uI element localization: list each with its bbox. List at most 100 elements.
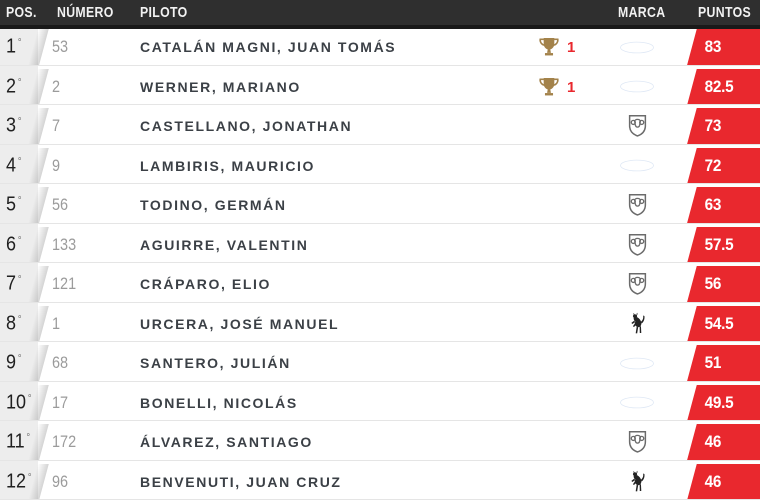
column-header-marca: MARCA (618, 3, 666, 21)
ford-logo-icon: Ford (618, 40, 656, 54)
table-row[interactable]: 10 ° 17 BONELLI, NICOLÁS Ford (0, 384, 760, 425)
car-number: 7 (52, 116, 61, 135)
position-number: 4 (6, 154, 17, 176)
svg-text:Ford: Ford (629, 359, 645, 368)
degree-sign: ° (17, 274, 22, 286)
table-row[interactable]: 5 ° 56 TODINO, GERMÁN 63 (0, 187, 760, 227)
svg-text:Ford: Ford (629, 43, 645, 52)
position-cell: 7 ° (6, 273, 21, 296)
position-cell: 9 ° (6, 352, 21, 375)
driver-name: TODINO, GERMÁN (140, 197, 287, 213)
table-row[interactable]: 11 ° 172 ÁLVAREZ, SANTIAGO 46 (0, 424, 760, 464)
table-row[interactable]: 9 ° 68 SANTERO, JULIÁN Ford (0, 345, 760, 385)
position-cell: 10 ° (6, 391, 31, 414)
points-value: 57.5 (704, 234, 734, 254)
degree-sign: ° (17, 353, 22, 365)
position-cell: 3 ° (6, 115, 21, 138)
position-cell: 1 ° (6, 36, 21, 59)
table-header: POS. NÚMERO PILOTO MARCA PUNTOS (0, 0, 760, 29)
table-row[interactable]: 1 ° 53 CATALÁN MAGNI, JUAN TOMÁS 1 Ford (0, 29, 760, 69)
svg-text:Ford: Ford (629, 82, 645, 91)
driver-name: BENVENUTI, JUAN CRUZ (140, 473, 342, 490)
driver-name: LAMBIRIS, MAURICIO (140, 157, 316, 174)
points-value: 51 (704, 353, 722, 372)
brand-cell: Ford (616, 151, 658, 181)
position-cell: 12 ° (6, 470, 31, 493)
dodge-ram-logo-icon (628, 194, 646, 216)
driver-name: WERNER, MARIANO (140, 78, 301, 95)
column-header-pos: POS. (6, 3, 37, 21)
points-badge: 46 (687, 424, 760, 460)
degree-sign: ° (17, 314, 22, 325)
brand-cell (616, 111, 658, 141)
points-value: 73 (704, 116, 722, 135)
points-badge: 83 (687, 29, 760, 65)
brand-cell: Ford (616, 348, 658, 378)
table-row[interactable]: 6 ° 133 AGUIRRE, VALENTIN 57.5 (0, 226, 760, 267)
position-number: 11 (6, 430, 25, 453)
points-value: 72 (704, 155, 722, 175)
degree-sign: ° (17, 116, 22, 128)
position-column-strip (0, 29, 38, 500)
car-number: 133 (52, 234, 77, 254)
points-value: 49.5 (704, 392, 734, 412)
table-row[interactable]: 3 ° 7 CASTELLANO, JONATHAN 73 (0, 108, 760, 148)
position-number: 7 (6, 272, 17, 295)
car-number: 53 (52, 37, 69, 56)
brand-cell: Ford (616, 72, 658, 102)
brand-cell (616, 467, 658, 497)
table-row[interactable]: 7 ° 121 CRÁPARO, ELIO 56 (0, 266, 760, 306)
degree-sign: ° (17, 156, 22, 167)
points-value: 46 (704, 471, 722, 491)
wins-count: 1 (567, 39, 576, 57)
position-number: 6 (6, 233, 17, 255)
driver-name: CASTELLANO, JONATHAN (140, 118, 353, 134)
position-cell: 4 ° (6, 154, 21, 177)
table-row[interactable]: 8 ° 1 URCERA, JOSÉ MANUEL (0, 305, 760, 346)
trophy-cell (538, 76, 560, 98)
trophy-icon (539, 38, 559, 56)
column-header-piloto: PILOTO (140, 3, 188, 21)
points-value: 46 (704, 432, 722, 451)
trophy-cell (538, 36, 560, 58)
table-row[interactable]: 12 ° 96 BENVENUTI, JUAN CRUZ (0, 463, 760, 500)
brand-cell (616, 427, 658, 457)
points-badge: 46 (687, 463, 760, 499)
points-value: 82.5 (704, 76, 734, 96)
car-number: 9 (52, 155, 61, 175)
degree-sign: ° (17, 235, 22, 246)
brand-cell: Ford (616, 388, 658, 418)
ford-logo-icon: Ford (618, 356, 656, 370)
table-row[interactable]: 4 ° 9 LAMBIRIS, MAURICIO Ford (0, 147, 760, 188)
column-header-puntos: PUNTOS (698, 3, 752, 21)
position-number: 12 (6, 470, 27, 492)
degree-sign: ° (17, 77, 22, 88)
degree-sign: ° (27, 472, 32, 483)
car-number: 1 (52, 313, 61, 333)
svg-text:Ford: Ford (629, 161, 645, 170)
position-number: 5 (6, 193, 17, 216)
points-badge: 73 (687, 108, 760, 144)
brand-cell: Ford (616, 32, 658, 62)
torino-bull-logo-icon (630, 312, 645, 334)
brand-cell (616, 190, 658, 220)
points-badge: 72 (687, 147, 760, 183)
ford-logo-icon: Ford (618, 79, 656, 94)
position-cell: 5 ° (6, 194, 21, 217)
position-cell: 6 ° (6, 233, 21, 256)
position-number: 3 (6, 114, 17, 137)
position-number: 2 (6, 75, 17, 97)
driver-name: CATALÁN MAGNI, JUAN TOMÁS (140, 39, 397, 55)
position-number: 1 (6, 35, 17, 58)
table-row[interactable]: 2 ° 2 WERNER, MARIANO 1 Ford (0, 68, 760, 109)
wins-count: 1 (567, 78, 576, 96)
brand-cell (616, 269, 658, 299)
car-number: 56 (52, 195, 69, 214)
position-cell: 11 ° (6, 431, 30, 454)
driver-name: ÁLVAREZ, SANTIAGO (140, 434, 313, 450)
position-number: 9 (6, 351, 17, 374)
column-header-numero: NÚMERO (57, 3, 114, 21)
dodge-ram-logo-icon (628, 233, 646, 256)
position-cell: 8 ° (6, 312, 21, 335)
